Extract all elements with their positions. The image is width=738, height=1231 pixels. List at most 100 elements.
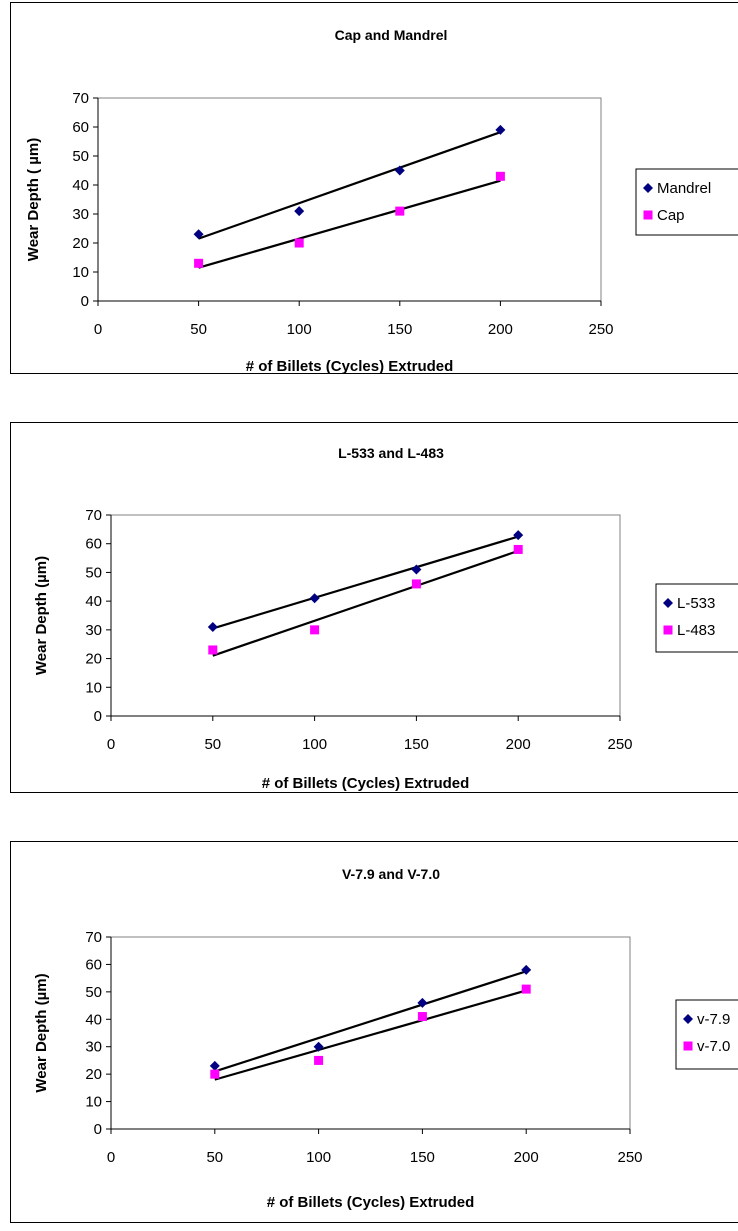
y-tick-label: 70 [85, 507, 102, 524]
data-point [194, 258, 204, 268]
legend-marker [663, 625, 673, 635]
data-point [193, 229, 204, 240]
x-tick-label: 100 [306, 1149, 331, 1166]
data-point [313, 1041, 324, 1052]
x-tick-label: 200 [488, 321, 513, 338]
chart-svg: V-7.9 and V-7.0 0 10 20 30 40 50 60 70 0 50 100 150 2… [33, 866, 738, 1211]
trendline [198, 131, 501, 240]
chart-title: Cap and Mandrel [335, 27, 448, 43]
y-tick-label: 50 [72, 148, 89, 165]
trendline [214, 970, 527, 1073]
x-tick-label: 100 [287, 321, 312, 338]
data-point [417, 997, 428, 1008]
chart-panel-1: Cap and Mandrel 0 10 20 30 40 50 60 70 0 50 100 150 2… [10, 2, 738, 375]
chart-title: V-7.9 and V-7.0 [342, 866, 440, 882]
y-axis-label: Wear Depth (µm) [33, 556, 50, 675]
x-tick-label: 150 [404, 736, 429, 753]
x-axis-label: # of Billets (Cycles) Extruded [262, 775, 470, 792]
data-point [395, 206, 405, 216]
x-tick-label: 0 [94, 321, 102, 338]
legend-marker [643, 183, 653, 193]
data-point [521, 964, 532, 975]
y-tick-label: 40 [85, 1011, 102, 1028]
trendline [214, 989, 527, 1081]
data-point [417, 1012, 427, 1022]
data-point [394, 165, 405, 176]
x-axis-label: # of Billets (Cycles) Extruded [246, 358, 454, 375]
data-point [513, 530, 524, 541]
y-tick-label: 20 [85, 651, 102, 668]
trendline [212, 535, 519, 630]
trendline [198, 179, 501, 269]
x-tick-label: 250 [588, 321, 613, 338]
data-point [411, 564, 422, 575]
legend-entry: v-7.0 [697, 1038, 730, 1055]
legend-entry: L-533 [677, 595, 715, 612]
chart-panel-3: V-7.9 and V-7.0 0 10 20 30 40 50 60 70 0 50 100 150 2… [10, 841, 738, 1223]
x-tick-label: 50 [190, 321, 207, 338]
x-tick-label: 250 [607, 736, 632, 753]
data-point [314, 1055, 324, 1065]
data-point [208, 645, 218, 655]
chart-svg: L-533 and L-483 0 10 20 30 40 50 60 70 0 50 100 150 2… [33, 445, 738, 792]
data-point [310, 625, 320, 635]
legend-entry: L-483 [677, 622, 715, 639]
x-tick-label: 50 [206, 1149, 223, 1166]
x-tick-label: 0 [107, 1149, 115, 1166]
y-tick-label: 60 [85, 956, 102, 973]
legend-entry: v-7.9 [697, 1011, 730, 1028]
chart-title: L-533 and L-483 [338, 445, 444, 461]
y-tick-label: 10 [85, 1094, 102, 1111]
data-point [309, 593, 320, 604]
y-tick-label: 70 [85, 929, 102, 946]
x-tick-label: 150 [387, 321, 412, 338]
data-point [294, 206, 305, 217]
x-tick-label: 100 [302, 736, 327, 753]
y-axis-label: Wear Depth ( µm) [25, 138, 42, 261]
x-tick-label: 0 [107, 736, 115, 753]
chart-svg: Cap and Mandrel 0 10 20 30 40 50 60 70 0 50 100 150 2… [25, 27, 738, 375]
y-tick-label: 30 [85, 1039, 102, 1056]
legend-entry: Cap [657, 207, 685, 224]
data-point [495, 171, 505, 181]
chart-panel-2: L-533 and L-483 0 10 20 30 40 50 60 70 0 50 100 150 2… [10, 422, 738, 793]
x-tick-label: 150 [410, 1149, 435, 1166]
y-tick-label: 0 [81, 293, 89, 310]
plot-area [97, 97, 602, 302]
y-tick-label: 20 [85, 1066, 102, 1083]
data-point [209, 1060, 220, 1071]
y-tick-label: 50 [85, 984, 102, 1001]
x-tick-label: 200 [506, 736, 531, 753]
legend-marker [683, 1014, 693, 1024]
data-point [513, 544, 523, 554]
y-tick-label: 10 [72, 264, 89, 281]
data-point [207, 621, 218, 632]
y-tick-label: 70 [72, 90, 89, 107]
plot-area [110, 936, 631, 1130]
legend-marker [643, 210, 653, 220]
trendline [212, 549, 519, 657]
y-tick-label: 60 [72, 119, 89, 136]
x-tick-label: 250 [617, 1149, 642, 1166]
legend-box [675, 999, 738, 1070]
y-tick-label: 30 [85, 622, 102, 639]
y-tick-label: 20 [72, 235, 89, 252]
legend-box [655, 583, 738, 653]
y-tick-label: 30 [72, 206, 89, 223]
plot-area [110, 514, 621, 717]
data-point [411, 579, 421, 589]
x-axis-label: # of Billets (Cycles) Extruded [267, 1194, 475, 1211]
y-tick-label: 0 [94, 1121, 102, 1138]
y-tick-label: 50 [85, 564, 102, 581]
legend-marker [683, 1041, 693, 1051]
x-tick-label: 50 [204, 736, 221, 753]
legend-entry: Mandrel [657, 180, 711, 197]
x-tick-label: 200 [514, 1149, 539, 1166]
data-point [294, 238, 304, 248]
data-point [495, 124, 506, 135]
y-tick-label: 0 [94, 708, 102, 725]
data-point [210, 1069, 220, 1079]
legend-marker [663, 598, 673, 608]
y-tick-label: 40 [72, 177, 89, 194]
y-axis-label: Wear Depth (µm) [33, 973, 50, 1092]
